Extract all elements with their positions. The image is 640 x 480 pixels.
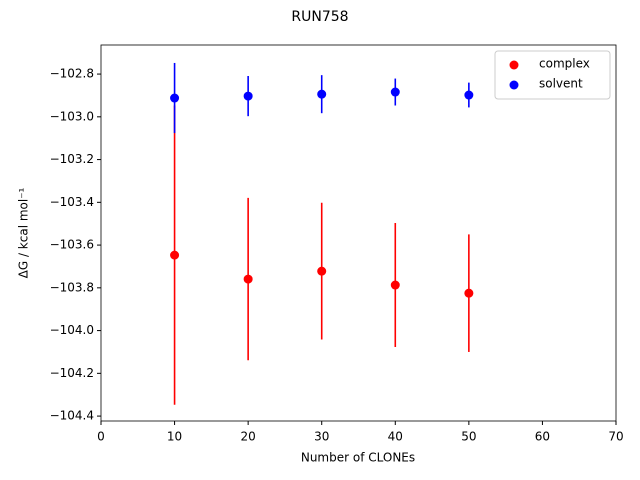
point [464,288,474,298]
chart-title: RUN758 [291,9,348,25]
point [464,90,474,100]
legend-label: complex [539,57,590,71]
y-tick-label: −102.8 [50,67,94,81]
x-tick-label: 60 [535,430,550,444]
x-tick-label: 10 [167,430,182,444]
point [170,250,180,260]
legend-marker [509,60,519,70]
point [390,87,400,97]
legend-marker [509,80,519,90]
y-tick-label: −103.6 [50,238,94,252]
x-tick-label: 70 [608,430,623,444]
y-tick-label: −103.0 [50,109,94,123]
y-tick-label: −103.8 [50,280,94,294]
legend-box [494,50,611,100]
point [317,89,327,99]
x-tick-label: 0 [97,430,105,444]
y-tick-label: −104.0 [50,323,94,337]
point [243,91,253,101]
y-tick-label: −103.4 [50,195,94,209]
y-axis-label: ΔG / kcal mol⁻¹ [17,187,31,278]
point [243,274,253,284]
x-tick-label: 20 [241,430,256,444]
point [390,280,400,290]
plot-frame [100,44,617,422]
legend-label: solvent [539,77,583,91]
y-tick-label: −104.2 [50,366,94,380]
point [170,93,180,103]
y-tick-label: −104.4 [50,409,94,423]
x-tick-label: 50 [461,430,476,444]
y-tick-label: −103.2 [50,152,94,166]
x-axis-label: Number of CLONEs [301,451,415,465]
point [317,266,327,276]
x-tick-label: 30 [314,430,329,444]
x-tick-label: 40 [388,430,403,444]
